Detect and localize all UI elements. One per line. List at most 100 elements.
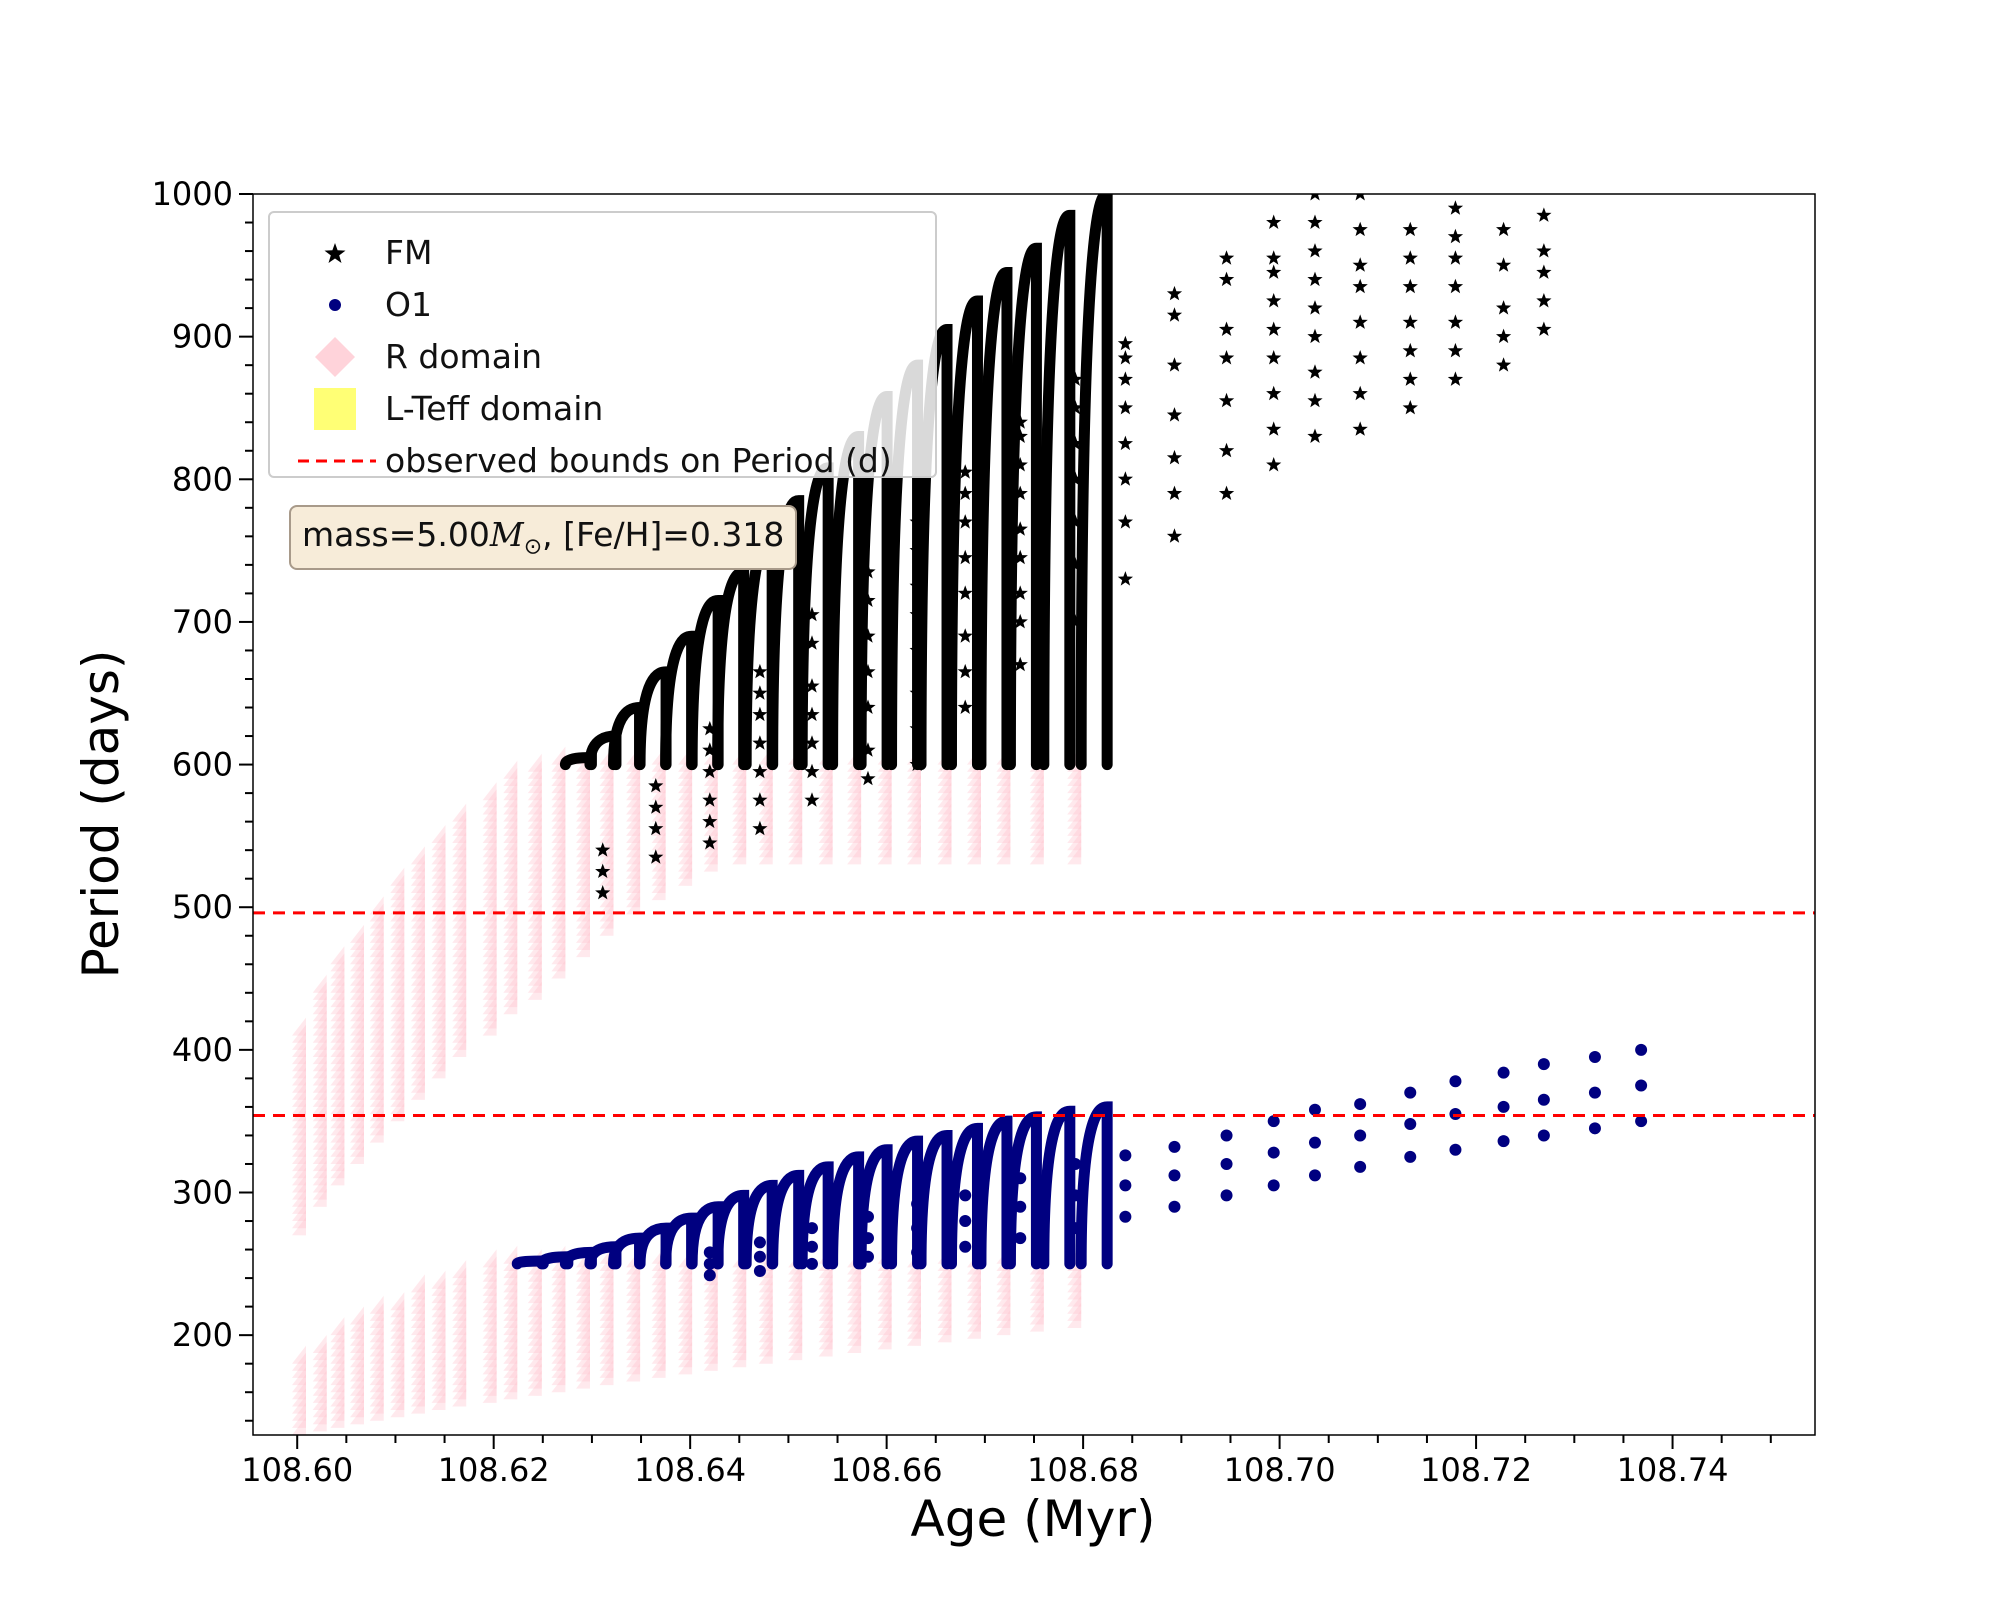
r-domain-fm-marker (503, 760, 518, 779)
fm-star-marker (860, 742, 876, 757)
o1-pulse-curve (827, 1151, 865, 1270)
r-domain-fm-marker (788, 817, 803, 836)
r-domain-o1-marker (626, 1327, 641, 1346)
r-domain-fm-marker (788, 789, 803, 808)
o1-dot-marker (703, 1246, 716, 1259)
r-domain-fm-marker (527, 924, 542, 943)
r-domain-fm-marker (410, 917, 425, 936)
r-domain-fm-marker (482, 981, 497, 1000)
r-domain-fm-marker (527, 782, 542, 801)
r-domain-fm-marker (330, 1117, 345, 1136)
r-domain-o1-marker (503, 1331, 518, 1350)
r-domain-fm-marker (292, 1074, 307, 1093)
r-domain-fm-marker (312, 996, 327, 1015)
r-domain-o1-marker (431, 1342, 446, 1361)
r-domain-fm-marker (482, 910, 497, 929)
o1-dot-marker (1308, 1136, 1321, 1149)
r-domain-o1-marker (847, 1277, 862, 1296)
r-domain-o1-marker (576, 1349, 591, 1368)
o1-dot-marker (1449, 1075, 1462, 1088)
r-domain-fm-marker (678, 768, 693, 787)
r-domain-fm-marker (527, 803, 542, 822)
r-domain-o1-marker (482, 1327, 497, 1346)
r-domain-fm-marker (551, 939, 566, 958)
r-domain-fm-marker (703, 817, 718, 836)
o1-dot-marker (911, 1197, 924, 1210)
r-domain-fm-marker (350, 1046, 365, 1065)
r-domain-fm-marker (330, 1031, 345, 1050)
r-domain-o1-marker (758, 1338, 773, 1357)
r-domain-o1-marker (576, 1270, 591, 1289)
r-domain-fm-marker (1067, 803, 1082, 822)
r-domain-fm-marker (482, 825, 497, 844)
r-domain-fm-marker (410, 974, 425, 993)
r-domain-fm-marker (390, 1046, 405, 1065)
r-domain-o1-marker (330, 1352, 345, 1371)
r-domain-fm-marker (678, 825, 693, 844)
r-domain-fm-marker (788, 810, 803, 829)
r-domain-fm-marker (551, 810, 566, 829)
r-domain-fm-marker (452, 946, 467, 965)
r-domain-o1-marker (482, 1256, 497, 1275)
r-domain-fm-marker (996, 846, 1011, 865)
fm-star-marker (1117, 571, 1133, 586)
r-domain-fm-marker (847, 768, 862, 787)
r-domain-fm-marker (1029, 817, 1044, 836)
r-domain-fm-marker (732, 839, 747, 858)
r-domain-fm-marker (369, 974, 384, 993)
fm-star-marker (860, 564, 876, 579)
r-domain-o1-marker (350, 1363, 365, 1382)
r-domain-fm-marker (626, 832, 641, 851)
r-domain-o1-marker (330, 1317, 345, 1336)
r-domain-o1-marker (626, 1277, 641, 1296)
r-domain-o1-marker (576, 1299, 591, 1318)
r-domain-o1-marker (330, 1359, 345, 1378)
r-domain-o1-marker (330, 1331, 345, 1350)
fm-pulse-curve (975, 266, 1013, 771)
r-domain-fm-marker (350, 967, 365, 986)
r-domain-fm-marker (599, 789, 614, 808)
legend: FM O1 R domain L-Teff domain observed bo… (268, 211, 937, 480)
r-domain-o1-marker (877, 1267, 892, 1286)
r-domain-fm-marker (292, 1053, 307, 1072)
r-domain-fm-marker (758, 775, 773, 794)
r-domain-o1-marker (937, 1281, 952, 1300)
r-domain-fm-marker (907, 775, 922, 794)
fm-star-marker (1218, 350, 1235, 365)
r-domain-o1-marker (410, 1317, 425, 1336)
o1-dot-marker (1014, 1232, 1027, 1245)
r-domain-o1-marker (527, 1285, 542, 1304)
r-domain-fm-marker (503, 846, 518, 865)
r-domain-o1-marker (551, 1302, 566, 1321)
r-domain-o1-marker (431, 1363, 446, 1382)
r-domain-o1-marker (452, 1260, 467, 1279)
r-domain-fm-marker (937, 796, 952, 815)
r-domain-fm-marker (1029, 789, 1044, 808)
r-domain-fm-marker (390, 1081, 405, 1100)
fm-star-marker (702, 742, 718, 757)
fm-star-marker (957, 699, 973, 714)
r-domain-fm-marker (758, 782, 773, 801)
r-domain-o1-marker (847, 1270, 862, 1289)
r-domain-fm-marker (452, 989, 467, 1008)
o1-dot-marker (1588, 1122, 1601, 1135)
o1-dot-marker (1014, 1200, 1027, 1213)
r-domain-fm-marker (551, 882, 566, 901)
r-domain-fm-marker (369, 1024, 384, 1043)
r-domain-o1-marker (527, 1270, 542, 1289)
fm-pulse-curve (712, 566, 750, 771)
r-domain-fm-marker (551, 860, 566, 879)
r-domain-o1-marker (703, 1295, 718, 1314)
r-domain-fm-marker (937, 817, 952, 836)
r-domain-fm-marker (431, 939, 446, 958)
r-domain-fm-marker (907, 846, 922, 865)
r-domain-fm-marker (703, 803, 718, 822)
r-domain-fm-marker (503, 839, 518, 858)
r-domain-o1-marker (410, 1345, 425, 1364)
r-domain-fm-marker (482, 932, 497, 951)
r-domain-fm-marker (1067, 782, 1082, 801)
r-domain-fm-marker (292, 1039, 307, 1058)
r-domain-o1-marker (551, 1324, 566, 1343)
r-domain-fm-marker (678, 867, 693, 886)
r-domain-fm-marker (330, 1046, 345, 1065)
